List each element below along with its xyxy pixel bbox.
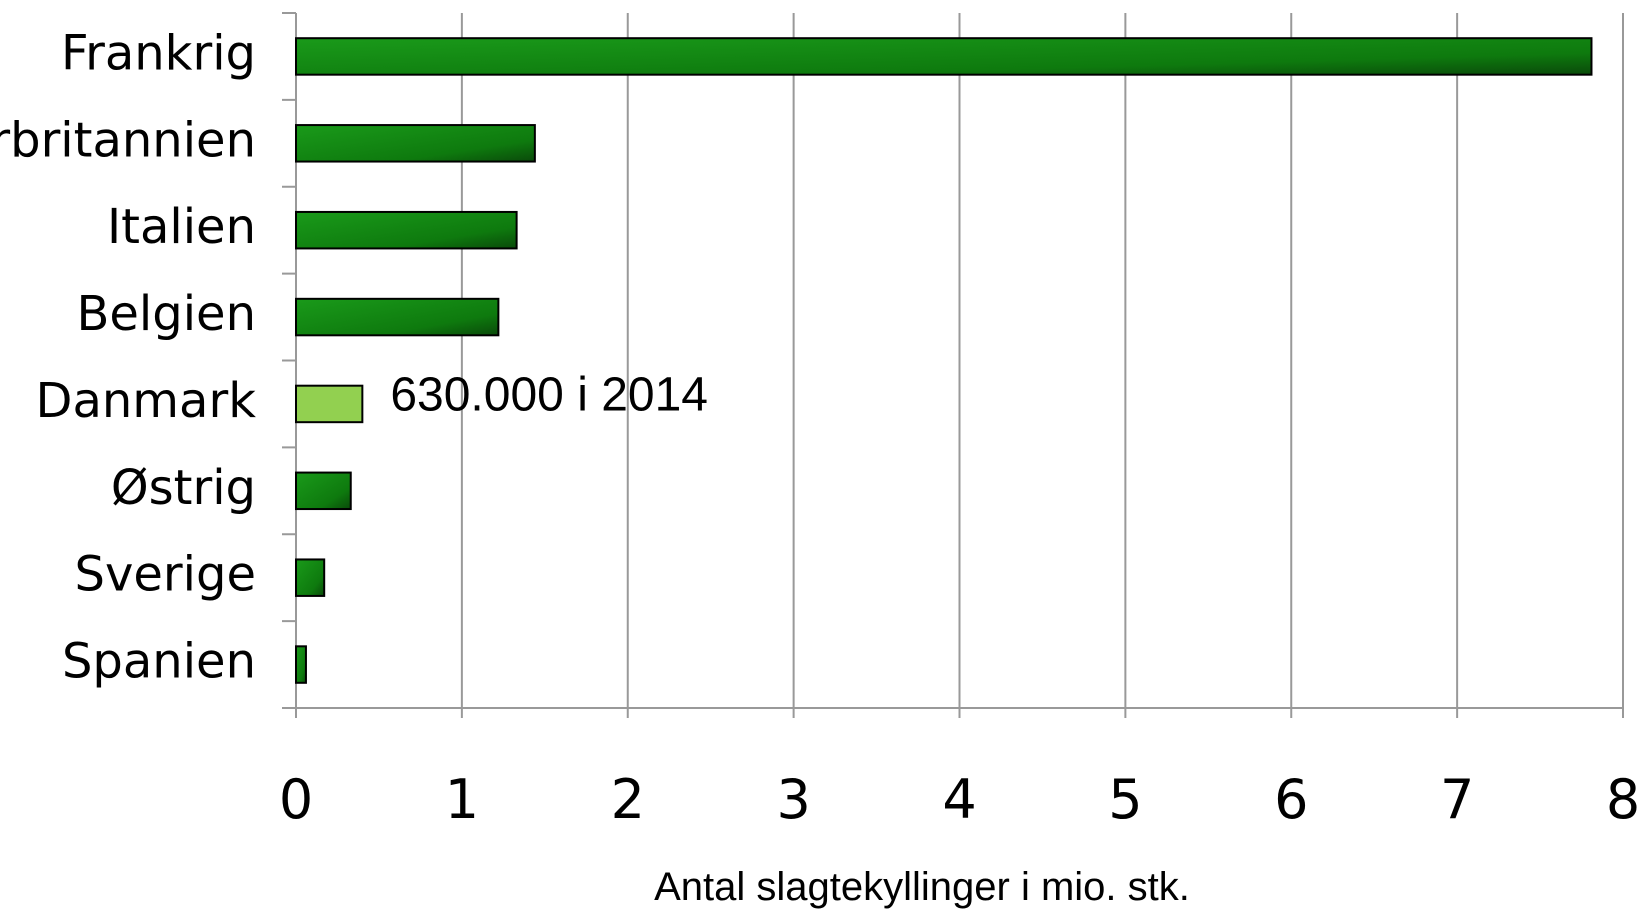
y-tick-label: Spanien bbox=[62, 634, 256, 690]
annotation: 630.000 i 2014 bbox=[390, 369, 708, 422]
y-tick-label: Italien bbox=[107, 199, 256, 255]
x-tick-label: 2 bbox=[611, 768, 645, 831]
x-tick-label: 3 bbox=[776, 768, 810, 831]
y-tick-label: Frankrig bbox=[61, 25, 256, 81]
bar bbox=[295, 210, 518, 250]
x-tick-label: 4 bbox=[942, 768, 976, 831]
x-axis-label: Antal slagtekyllinger i mio. stk. bbox=[654, 865, 1190, 909]
x-tick-label: 8 bbox=[1606, 768, 1640, 831]
x-tick-label: 0 bbox=[279, 768, 313, 831]
y-tick-label: Danmark bbox=[36, 373, 257, 429]
x-tick-label: 6 bbox=[1274, 768, 1308, 831]
x-tick-label: 7 bbox=[1440, 768, 1474, 831]
y-tick-label: Belgien bbox=[76, 286, 256, 342]
bar bbox=[295, 297, 500, 337]
bar bbox=[295, 645, 307, 684]
bar bbox=[295, 558, 326, 597]
bar bbox=[295, 124, 536, 163]
x-tick-label: 5 bbox=[1108, 768, 1142, 831]
y-tick-label: Storbritannien bbox=[0, 112, 256, 168]
bar bbox=[295, 384, 364, 424]
bar bbox=[295, 471, 352, 511]
x-tick-label: 1 bbox=[445, 768, 479, 831]
bar bbox=[295, 37, 1593, 76]
y-tick-label: Østrig bbox=[111, 460, 256, 516]
y-tick-label: Sverige bbox=[75, 547, 256, 603]
